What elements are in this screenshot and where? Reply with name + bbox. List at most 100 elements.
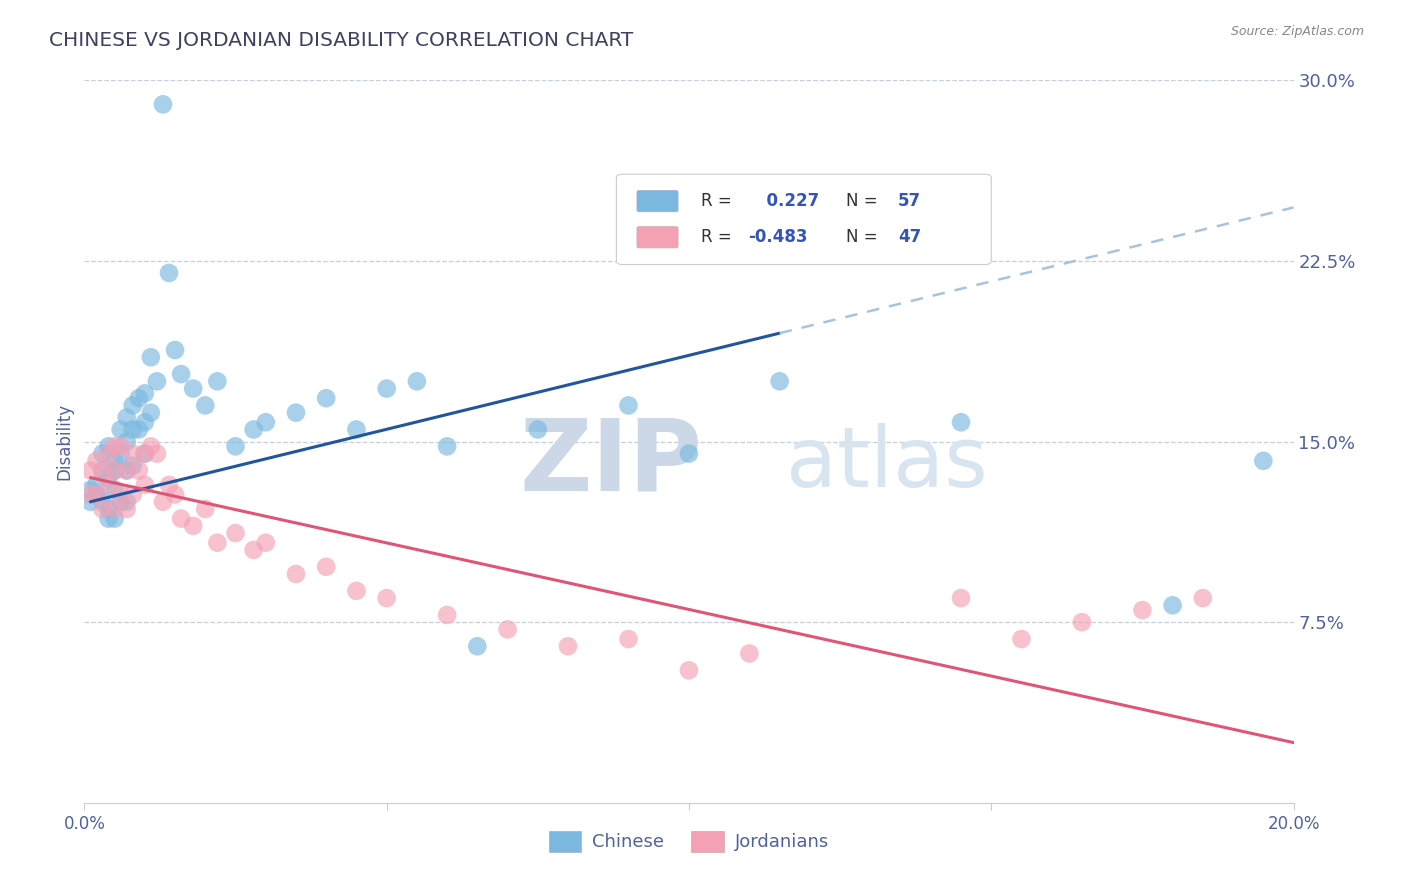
Point (152, 97, 174, 112)
Point (110, 494, 132, 508)
Point (121, 458, 143, 473)
Point (91, 463, 114, 477)
Point (769, 374, 792, 388)
Point (97, 446, 120, 460)
FancyBboxPatch shape (637, 227, 678, 248)
Point (86, 487, 108, 501)
Point (285, 406, 308, 420)
Point (146, 446, 169, 460)
Point (110, 439, 132, 453)
Text: N =: N = (846, 228, 877, 246)
Text: Source: ZipAtlas.com: Source: ZipAtlas.com (1230, 25, 1364, 38)
Point (110, 446, 132, 460)
Point (104, 463, 127, 477)
Point (617, 632, 640, 646)
Point (97, 439, 120, 453)
Text: N =: N = (846, 192, 877, 210)
Point (254, 415, 277, 429)
Point (315, 559, 337, 574)
Point (104, 483, 127, 497)
Point (375, 382, 398, 396)
Text: 0.227: 0.227 (755, 192, 820, 210)
Text: R =: R = (702, 228, 731, 246)
Point (104, 502, 127, 516)
Point (91, 463, 114, 477)
Point (134, 415, 156, 429)
Point (207, 374, 229, 388)
Point (346, 583, 368, 598)
Point (165, 487, 187, 501)
Point (1071, 615, 1094, 630)
Point (79, 494, 101, 508)
Point (79, 483, 101, 497)
Text: ZIP: ZIP (520, 415, 703, 512)
Point (86, 478, 108, 492)
Point (346, 422, 368, 436)
Point (134, 446, 156, 460)
Point (134, 446, 156, 460)
Point (79, 487, 101, 501)
Point (128, 463, 150, 477)
Point (139, 406, 162, 420)
Point (254, 535, 277, 549)
Point (170, 511, 193, 525)
Point (557, 639, 579, 653)
Point (97, 478, 120, 492)
Point (181, 382, 204, 396)
Point (104, 511, 127, 525)
Text: R =: R = (702, 192, 731, 210)
Point (242, 422, 264, 436)
Point (134, 478, 156, 492)
Point (115, 410, 138, 425)
Point (1192, 591, 1215, 605)
Point (139, 350, 162, 364)
Point (97, 511, 120, 525)
Point (115, 434, 138, 449)
FancyBboxPatch shape (616, 174, 991, 265)
Point (110, 487, 132, 501)
Point (617, 398, 640, 412)
Point (170, 367, 193, 381)
Point (225, 526, 247, 541)
Point (121, 446, 143, 460)
Point (121, 487, 143, 501)
Text: -0.483: -0.483 (748, 228, 807, 246)
Point (157, 478, 180, 492)
Point (128, 391, 150, 405)
Point (496, 623, 519, 637)
Point (115, 463, 138, 477)
Point (115, 494, 138, 508)
Point (115, 463, 138, 477)
Point (467, 639, 489, 653)
Point (115, 502, 138, 516)
Point (104, 463, 127, 477)
Point (315, 391, 337, 405)
Point (146, 374, 169, 388)
Point (285, 567, 308, 582)
Point (157, 266, 180, 280)
FancyBboxPatch shape (637, 191, 678, 211)
Point (152, 494, 174, 508)
Point (104, 454, 127, 468)
Point (375, 591, 398, 605)
Point (207, 535, 229, 549)
Point (91, 502, 114, 516)
Point (91, 446, 114, 460)
Point (527, 422, 550, 436)
Point (79, 463, 101, 477)
Point (436, 607, 458, 622)
Point (181, 518, 204, 533)
Point (97, 502, 120, 516)
Point (86, 487, 108, 501)
Point (165, 343, 187, 357)
Point (134, 386, 156, 401)
Point (1161, 599, 1184, 613)
Point (678, 446, 700, 460)
Point (738, 647, 761, 661)
Point (194, 502, 217, 516)
Point (104, 439, 127, 453)
Text: 57: 57 (898, 192, 921, 210)
Point (242, 542, 264, 557)
Point (436, 439, 458, 453)
Text: atlas: atlas (786, 423, 987, 504)
